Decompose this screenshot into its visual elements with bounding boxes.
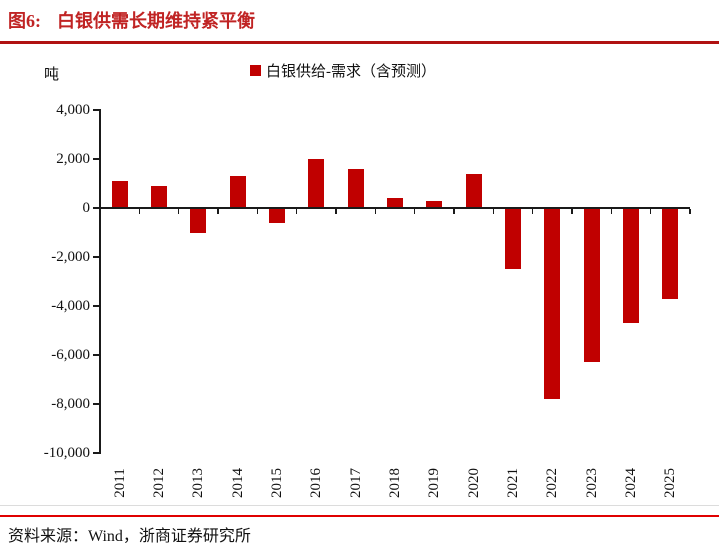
- figure-title: 图6: 白银供需长期维持紧平衡: [8, 7, 255, 33]
- x-label-2016: 2016: [308, 468, 325, 498]
- x-label-2017: 2017: [347, 468, 364, 498]
- x-label-2022: 2022: [544, 468, 561, 498]
- y-axis-unit-label: 吨: [44, 67, 60, 83]
- y-tick: [93, 158, 100, 160]
- x-tick: [295, 209, 298, 215]
- bar-2017: [347, 168, 364, 208]
- chart-bottom-border: [0, 505, 719, 506]
- x-label-2015: 2015: [269, 468, 285, 498]
- x-label-2011: 2011: [111, 468, 128, 498]
- x-label-2025: 2025: [662, 468, 679, 498]
- x-tick: [689, 209, 691, 215]
- bar-2023: [583, 208, 600, 363]
- x-tick: [99, 209, 101, 215]
- y-tick-label--6,000: -6,000: [51, 347, 90, 363]
- x-label-2021: 2021: [505, 468, 521, 498]
- y-tick: [93, 354, 100, 356]
- x-tick: [335, 209, 337, 215]
- y-tick-label-4,000: 4,000: [56, 102, 90, 118]
- source-prefix: 资料来源：: [8, 528, 89, 545]
- y-tick: [93, 207, 100, 209]
- x-tick: [374, 209, 377, 215]
- y-tick-label--2,000: -2,000: [51, 249, 90, 265]
- x-label-2020: 2020: [465, 468, 482, 498]
- x-tick: [256, 209, 259, 215]
- y-tick-label-2,000: 2,000: [56, 151, 90, 167]
- x-label-2019: 2019: [426, 468, 443, 498]
- x-tick: [138, 209, 141, 215]
- bar-2014: [229, 176, 246, 208]
- x-tick: [217, 209, 219, 215]
- source-line: 资料来源：Wind，浙商证券研究所: [8, 522, 251, 546]
- x-tick: [453, 209, 455, 215]
- x-tick: [177, 209, 180, 215]
- x-label-2012: 2012: [151, 468, 167, 498]
- y-tick-label--10,000: -10,000: [43, 445, 90, 461]
- x-label-2024: 2024: [623, 468, 639, 498]
- y-tick: [93, 305, 100, 307]
- source-divider-rule: [0, 515, 719, 517]
- chart-legend: 白银供给-需求（含预测）: [250, 62, 436, 80]
- title-divider-rule: [0, 41, 719, 44]
- x-tick: [610, 209, 613, 215]
- y-tick: [93, 403, 100, 405]
- x-tick: [492, 209, 495, 215]
- y-tick: [93, 256, 100, 258]
- figure-title-text: 白银供需长期维持紧平衡: [57, 11, 255, 31]
- x-tick: [413, 209, 416, 215]
- bar-2011: [111, 181, 128, 208]
- y-tick-label--8,000: -8,000: [51, 396, 90, 412]
- bar-2021: [505, 208, 521, 270]
- x-label-2023: 2023: [583, 468, 600, 498]
- legend-marker-square: [250, 65, 261, 76]
- x-axis-line: [100, 206, 690, 210]
- y-tick: [93, 452, 100, 454]
- source-text: Wind，浙商证券研究所: [88, 528, 251, 545]
- x-label-2014: 2014: [229, 468, 246, 498]
- bar-2025: [662, 208, 679, 299]
- bar-2018: [387, 198, 403, 208]
- bar-2020: [465, 173, 482, 208]
- bar-2016: [308, 159, 325, 208]
- bar-2013: [190, 208, 207, 233]
- bar-2019: [426, 200, 443, 208]
- y-axis-line: [99, 109, 101, 454]
- figure-number-label: 图6:: [8, 11, 41, 31]
- bar-2022: [544, 208, 561, 400]
- x-label-2013: 2013: [190, 468, 207, 498]
- x-tick: [571, 209, 573, 215]
- bar-2024: [623, 208, 639, 324]
- y-tick: [93, 109, 100, 111]
- legend-label: 白银供给-需求（含预测）: [266, 64, 436, 80]
- bar-2015: [269, 208, 285, 223]
- x-tick: [531, 209, 534, 215]
- y-tick-label-0: 0: [82, 200, 91, 216]
- bar-2012: [151, 185, 167, 208]
- x-label-2018: 2018: [387, 468, 403, 498]
- y-tick-label--4,000: -4,000: [51, 298, 90, 314]
- x-tick: [649, 209, 652, 215]
